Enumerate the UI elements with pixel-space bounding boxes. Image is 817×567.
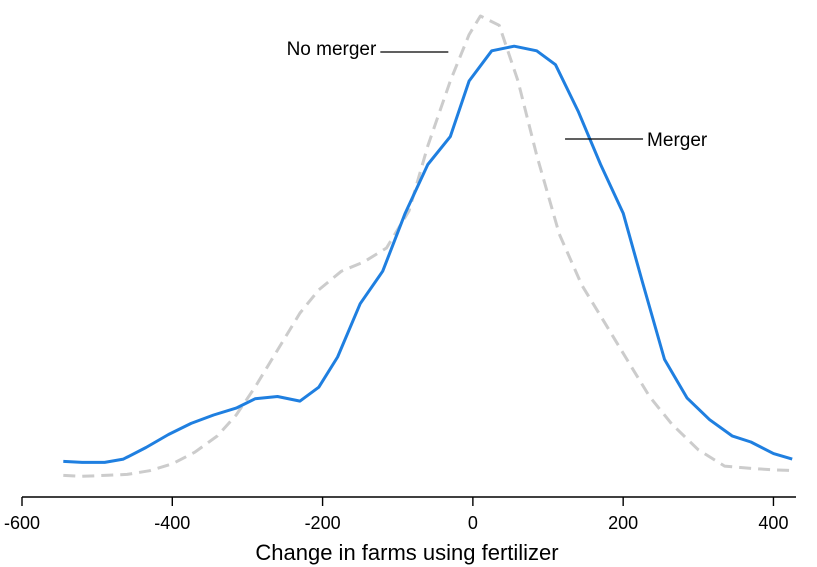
x-axis-label: Change in farms using fertilizer: [255, 540, 558, 565]
series-line-no-merger: [63, 14, 797, 478]
merger-annotation: Merger: [647, 130, 708, 151]
x-tick-label: 0: [468, 513, 478, 533]
x-tick-label: 200: [608, 513, 638, 533]
annotations: No merger Merger: [287, 39, 708, 151]
x-tick-label: 400: [758, 513, 788, 533]
x-tick-label: -600: [4, 513, 40, 533]
series-layer: [63, 14, 797, 478]
series-line-merger: [63, 44, 793, 464]
x-tick-label: -200: [305, 513, 341, 533]
x-tick-label: -400: [154, 513, 190, 533]
x-axis: -600 -400 -200 0 200 400: [4, 496, 796, 533]
no-merger-annotation: No merger: [287, 39, 377, 60]
